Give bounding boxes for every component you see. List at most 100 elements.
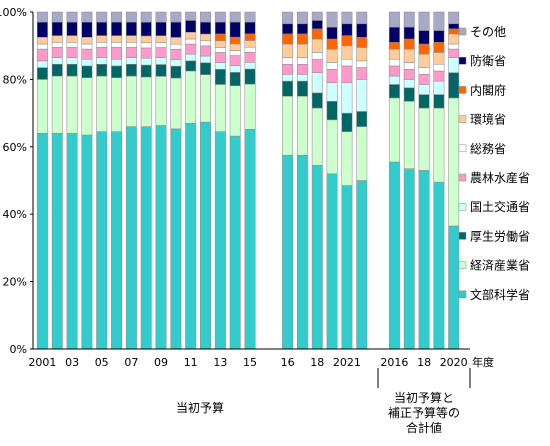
bar-segment [433, 80, 445, 95]
legend-label: 環境省 [470, 112, 506, 127]
x-tick-label: 03 [65, 356, 79, 369]
bar-segment [326, 62, 338, 70]
bar-segment [51, 42, 63, 48]
bar-segment [200, 21, 211, 35]
bar-segment [356, 111, 368, 127]
legend-swatch [458, 261, 467, 269]
bar-segment [185, 20, 197, 33]
x-tick-label: 09 [154, 356, 168, 369]
bar-segment [341, 58, 353, 67]
bar-segment [311, 11, 323, 21]
x-tick-label: 2016 [380, 356, 408, 369]
bar-segment [403, 38, 415, 50]
bar-segment [244, 11, 256, 23]
bar-segment [36, 79, 48, 134]
x-axis-title: 年度 [472, 355, 494, 369]
bar-segment [170, 77, 182, 130]
bar-segment [433, 70, 445, 82]
bar-segment [125, 42, 137, 48]
bar-segment [140, 11, 152, 23]
bar-segment [433, 63, 445, 72]
bar-segment [326, 119, 338, 175]
bar-segment [185, 38, 197, 45]
bar-segment [311, 58, 323, 73]
bar-segment [296, 43, 308, 58]
bar-segment [125, 21, 137, 36]
bar-segment [418, 30, 430, 45]
bar-segment [418, 11, 430, 31]
bar-segment [433, 181, 445, 350]
x-tick-label: 2021 [333, 356, 361, 369]
bar-segment [185, 122, 197, 350]
bar-segment [229, 55, 241, 66]
bar-segment [81, 65, 93, 78]
bar-segment [388, 58, 400, 67]
bar-segment [170, 49, 182, 60]
bar-segment [403, 48, 415, 63]
bar-segment [81, 37, 93, 45]
bar-segment [66, 63, 78, 77]
bar-segment [282, 57, 294, 65]
bar-segment [282, 43, 294, 58]
bar-segment [244, 33, 256, 41]
bar-segment [418, 43, 430, 55]
bar-segment [229, 50, 241, 56]
bar-segment [244, 129, 256, 350]
group-label: 当初予算 [176, 400, 224, 415]
bar-segment [155, 11, 167, 23]
bar-segment [140, 47, 152, 59]
group-label-line: 補正予算等の [388, 405, 460, 420]
x-tick-label: 2001 [28, 356, 56, 369]
bar-segment [296, 96, 308, 156]
bar-segment [448, 48, 460, 58]
x-tick-label: 11 [184, 356, 198, 369]
bar-segment [185, 70, 197, 124]
bar-segment [433, 42, 445, 53]
bar-segment [155, 125, 167, 350]
bar-segment [200, 62, 211, 75]
bar-segment [140, 64, 152, 78]
bar-segment [96, 21, 108, 36]
bar-segment [326, 173, 338, 350]
bar-segment [125, 47, 137, 58]
bar-segment [140, 42, 152, 49]
bar-segment [96, 63, 108, 77]
bar-segment [403, 101, 415, 169]
bar-segment [282, 74, 294, 82]
bar-segment [418, 53, 430, 68]
bar-segment [125, 75, 137, 127]
bar-segment [229, 65, 241, 73]
bar-segment [282, 33, 294, 45]
legend-swatch [458, 115, 467, 123]
bar-segment [140, 35, 152, 44]
bar-segment [433, 94, 445, 109]
bar-segment [433, 52, 445, 65]
bar-segment [296, 154, 308, 350]
bar-segment [66, 42, 78, 48]
bar-segment [403, 62, 415, 70]
bar-segment [111, 131, 122, 350]
bar-segment [388, 42, 400, 50]
bar-segment [155, 42, 167, 48]
bar-segment [214, 62, 226, 70]
bar-segment [125, 35, 137, 43]
bars [36, 11, 460, 350]
bar-segment [341, 45, 353, 60]
bar-segment [96, 57, 108, 65]
bar-segment [185, 43, 197, 55]
bar-segment [36, 48, 48, 62]
legend-swatch [458, 290, 467, 299]
bar-segment [418, 170, 430, 350]
legend-label: 内閣府 [470, 82, 506, 97]
bar-segment [51, 75, 63, 134]
bar-segment [448, 225, 460, 350]
legend-swatch [458, 202, 467, 211]
group-label-line: 合計値 [406, 420, 442, 435]
bar-segment [244, 62, 256, 70]
bar-segment [341, 35, 353, 46]
bar-segment [296, 11, 308, 25]
bar-segment [200, 11, 211, 23]
legend-swatch [458, 173, 467, 182]
bar-segment [81, 11, 93, 23]
bar-segment [282, 11, 294, 25]
